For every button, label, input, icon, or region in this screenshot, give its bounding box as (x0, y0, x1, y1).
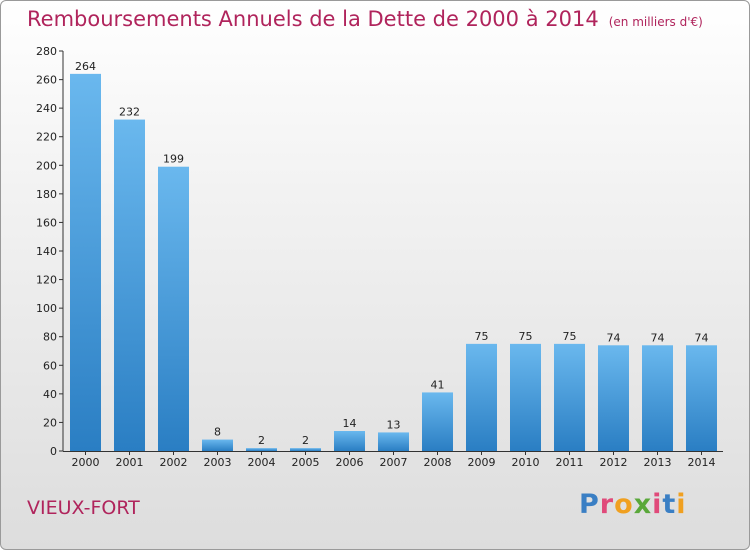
x-tick-label: 2010 (512, 456, 540, 469)
y-tick-label: 200 (36, 159, 57, 172)
bar (246, 448, 277, 451)
bar (290, 448, 321, 451)
y-tick-label: 60 (43, 359, 57, 372)
y-tick-label: 140 (36, 245, 57, 258)
bar (378, 432, 409, 451)
data-label: 199 (163, 153, 184, 166)
data-label: 75 (563, 330, 577, 343)
x-tick-label: 2012 (600, 456, 628, 469)
unit-label: (en milliers d'€) (608, 15, 703, 29)
bar (598, 345, 629, 451)
logo-letter: P (579, 489, 600, 520)
bar (70, 73, 101, 451)
proxiti-logo[interactable]: Proxiti (579, 489, 687, 520)
y-tick-label: 20 (43, 416, 57, 429)
x-tick-label: 2009 (468, 456, 496, 469)
data-label: 41 (431, 378, 445, 391)
x-tick-label: 2004 (248, 456, 276, 469)
y-tick-label: 120 (36, 274, 57, 287)
y-tick-label: 40 (43, 388, 57, 401)
bar (114, 119, 145, 452)
data-label: 8 (214, 426, 221, 439)
x-tick-label: 2008 (424, 456, 452, 469)
commune-name: VIEUX-FORT (27, 497, 140, 519)
y-tick-label: 260 (36, 74, 57, 87)
x-tick-label: 2014 (688, 456, 716, 469)
data-label: 14 (343, 417, 357, 430)
bar (422, 392, 453, 451)
bar-series: 264 232 199 8 2 2 14 13 41 75 75 75 74 74 74 (70, 60, 717, 452)
data-label: 74 (607, 331, 621, 344)
y-tick-label: 180 (36, 188, 57, 201)
x-tick-label: 2007 (380, 456, 408, 469)
x-tick-label: 2006 (336, 456, 364, 469)
data-label: 264 (75, 60, 96, 73)
x-tick-label: 2013 (644, 456, 672, 469)
data-label: 75 (519, 330, 533, 343)
logo-letter: i (676, 489, 687, 520)
chart-axes: 0 20 40 60 80 100 120 140 160 180 200 220 240 260 280 2… (36, 45, 723, 469)
y-tick-label: 220 (36, 131, 57, 144)
bar (642, 345, 673, 451)
y-tick-label: 240 (36, 102, 57, 115)
bar (510, 343, 541, 451)
data-label: 2 (258, 434, 265, 447)
x-tick-label: 2001 (116, 456, 144, 469)
chart-title: Remboursements Annuels de la Dette de 20… (27, 7, 703, 31)
y-tick-label: 160 (36, 216, 57, 229)
data-label: 75 (475, 330, 489, 343)
y-tick-label: 100 (36, 302, 57, 315)
bar (466, 343, 497, 451)
x-tick-label: 2011 (556, 456, 584, 469)
x-tick-label: 2003 (204, 456, 232, 469)
bar (554, 343, 585, 451)
data-label: 74 (651, 331, 665, 344)
logo-letter: o (614, 489, 634, 520)
bar (686, 345, 717, 451)
data-label: 13 (387, 418, 401, 431)
chart-title-text: Remboursements Annuels de la Dette de 20… (27, 7, 599, 31)
x-tick-label: 2002 (160, 456, 188, 469)
bar (158, 166, 189, 451)
y-tick-label: 0 (50, 445, 57, 458)
logo-letter: r (599, 489, 615, 520)
logo-letter: x (633, 489, 653, 520)
data-label: 232 (119, 106, 140, 119)
bar (334, 431, 365, 451)
x-tick-label: 2000 (72, 456, 100, 469)
y-tick-label: 80 (43, 331, 57, 344)
logo-letter: i (652, 489, 663, 520)
data-label: 2 (302, 434, 309, 447)
y-tick-label: 280 (36, 45, 57, 58)
x-tick-label: 2005 (292, 456, 320, 469)
logo-letter: t (662, 489, 677, 520)
data-label: 74 (695, 331, 709, 344)
bar (202, 439, 233, 451)
